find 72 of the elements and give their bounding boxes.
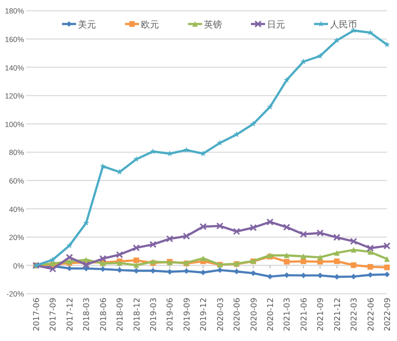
point: [150, 148, 156, 154]
point: [300, 254, 306, 260]
x-tick-label: 2017-06: [32, 298, 41, 332]
point: [284, 258, 290, 265]
x-tick-label: 2020-09: [249, 298, 258, 332]
x-tick-label: 2018-12: [132, 298, 142, 332]
point: [183, 146, 190, 153]
x-tick-label: 2022-06: [366, 298, 376, 332]
point: [116, 251, 124, 258]
x-tick-label: 2020-12: [266, 298, 275, 332]
point: [266, 104, 274, 110]
point: [367, 249, 374, 255]
point: [350, 262, 356, 268]
legend-label: 欧元: [141, 20, 159, 30]
x-tick-label: 2021-09: [316, 298, 326, 332]
point: [99, 255, 106, 262]
point: [316, 229, 324, 237]
x-tick-label: 2017-12: [65, 298, 74, 332]
x-tick-label: 2019-06: [166, 298, 175, 332]
x-tick-label: 2019-09: [182, 298, 192, 332]
point: [350, 247, 356, 253]
point: [66, 254, 73, 261]
point: [334, 258, 340, 264]
point: [166, 235, 174, 242]
x-tick-label: 2022-09: [383, 298, 392, 332]
point: [250, 120, 256, 127]
point: [200, 223, 207, 230]
x-tick-label: 2021-03: [282, 298, 292, 332]
point: [266, 218, 274, 226]
x-tick-label: 2018-03: [82, 298, 92, 332]
point: [182, 232, 190, 240]
point: [83, 220, 90, 226]
point: [300, 230, 307, 238]
point: [66, 242, 72, 248]
point: [233, 228, 240, 235]
point: [132, 244, 140, 252]
point: [384, 264, 390, 270]
point: [383, 242, 391, 250]
point: [367, 264, 374, 270]
point: [49, 265, 56, 272]
x-tick-label: 2020-06: [232, 298, 242, 332]
x-tick-label: 2017-09: [48, 298, 58, 332]
point: [216, 222, 224, 230]
point: [149, 240, 157, 248]
legend-label: 日元: [267, 20, 285, 30]
point: [184, 268, 190, 274]
point: [350, 238, 358, 245]
point: [284, 76, 290, 83]
x-tick-label: 2018-06: [98, 298, 108, 332]
legend-label: 英镑: [204, 20, 222, 30]
legend-label: 人民币: [330, 20, 357, 30]
legend-label: 美元: [78, 20, 96, 30]
x-tick-label: 2021-12: [332, 298, 342, 332]
point: [250, 224, 257, 232]
x-tick-label: 2019-12: [199, 298, 208, 332]
x-tick-label: 2018-09: [116, 298, 125, 332]
point: [283, 224, 290, 231]
point: [133, 262, 140, 268]
point: [267, 274, 273, 280]
point: [133, 258, 140, 264]
x-tick-label: 2019-03: [149, 298, 158, 332]
point: [384, 41, 390, 48]
point: [317, 52, 324, 59]
x-tick-label: 2020-03: [216, 298, 225, 332]
point: [333, 234, 340, 241]
point: [50, 256, 56, 262]
x-tick-label: 2021-06: [299, 298, 308, 332]
point: [284, 252, 290, 258]
point: [384, 256, 390, 262]
point: [82, 261, 90, 268]
point: [366, 244, 374, 252]
x-tick-label: 2022-03: [350, 298, 359, 332]
